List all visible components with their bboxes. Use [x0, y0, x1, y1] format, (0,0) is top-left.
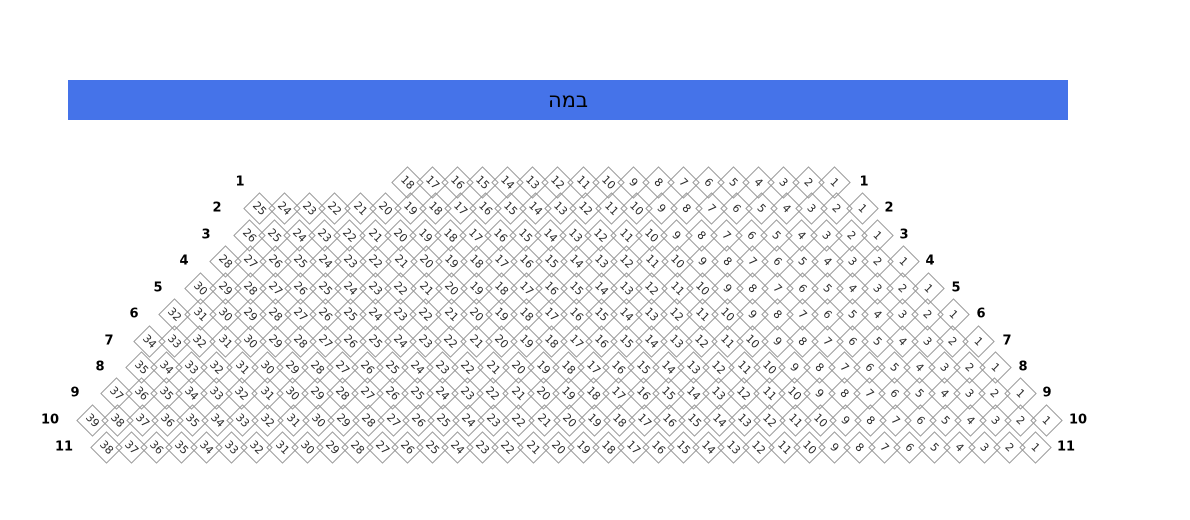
- row-label-left-7: 7: [104, 333, 114, 349]
- row-label-right-4: 4: [925, 253, 935, 269]
- row-label-right-6: 6: [976, 306, 986, 322]
- row-label-left-10: 10: [40, 412, 60, 428]
- row-label-left-2: 2: [212, 200, 222, 216]
- row-label-right-3: 3: [899, 227, 909, 243]
- row-label-left-11: 11: [54, 439, 74, 455]
- row-label-left-5: 5: [153, 280, 163, 296]
- row-label-right-7: 7: [1002, 333, 1012, 349]
- row-label-right-9: 9: [1042, 385, 1052, 401]
- row-label-left-8: 8: [95, 359, 105, 375]
- row-label-right-10: 10: [1068, 412, 1088, 428]
- row-label-left-6: 6: [129, 306, 139, 322]
- row-label-right-11: 11: [1056, 439, 1076, 455]
- row-label-right-1: 1: [859, 174, 869, 190]
- row-label-left-4: 4: [179, 253, 189, 269]
- row-label-left-3: 3: [201, 227, 211, 243]
- stage-label: במה: [547, 88, 589, 112]
- row-label-left-9: 9: [70, 385, 80, 401]
- row-label-right-8: 8: [1018, 359, 1028, 375]
- row-label-right-5: 5: [951, 280, 961, 296]
- row-label-right-2: 2: [884, 200, 894, 216]
- stage-banner: במה: [68, 80, 1068, 120]
- row-label-left-1: 1: [235, 174, 245, 190]
